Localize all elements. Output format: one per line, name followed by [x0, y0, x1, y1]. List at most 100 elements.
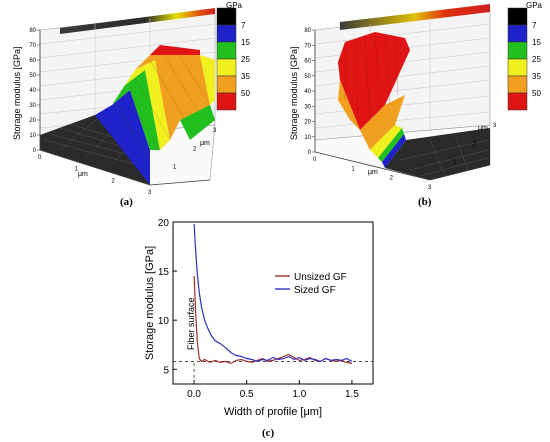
panel-b-colorbar-swatch: [507, 75, 528, 94]
panel-b-x-tick-label: 1: [351, 166, 355, 172]
panel-b-surface-red: [338, 32, 410, 130]
panel-c-x-tick-label: 1.0: [292, 389, 306, 400]
panel-a-colorbar-label: 7: [241, 21, 246, 30]
panel-b-colorbar-swatch: [507, 7, 528, 26]
panel-b-z-tick-label: 80: [304, 28, 311, 34]
panel-a-x-axis: [39, 149, 151, 186]
panel-a-colorbar-title: GPa: [226, 1, 243, 10]
panel-a-top-projection: [60, 8, 215, 34]
panel-c-y-tick-label: 15: [158, 267, 170, 278]
panel-b-x-axis: [314, 151, 431, 181]
panel-c-ticks: 0.0 0.5 1.0 1.5 5 10 15 20: [158, 218, 359, 400]
panel-a-z-tick-label: 50: [29, 73, 36, 79]
panel-b-surface-low: [385, 128, 490, 180]
panel-a-colorbar-label: 25: [241, 55, 250, 64]
panel-b-z-tick-label: 60: [304, 59, 311, 65]
panel-b-z-tick-label: 20: [304, 120, 311, 126]
panel-a-colorbar-swatch: [216, 24, 237, 43]
panel-c-series: [193, 223, 353, 365]
panel-b: 0 10 20 30 40 50 60 70 80 0 1 2 3 1 2 3 Storage modul…: [289, 1, 543, 208]
panel-c-chart: 0.0 0.5 1.0 1.5 5 10 15 20 Storage modulus [GPa…: [144, 218, 374, 439]
panel-a-surface-blue: [95, 90, 150, 185]
panel-b-x-tick-label: 2: [390, 176, 394, 182]
panel-c-y-tick-label: 5: [163, 365, 169, 376]
panel-b-top-projection: [340, 4, 490, 30]
panel-b-colorbar-swatch: [507, 92, 528, 111]
panel-b-surface-blue: [382, 134, 406, 168]
panel-a-colorbar-swatch: [216, 75, 237, 94]
panel-b-z-tick-label: 0: [308, 150, 312, 156]
panel-a-z-tick-label: 80: [29, 28, 36, 34]
panel-a-mesh-high: [114, 55, 211, 161]
panel-a-z-tick-label: 70: [29, 43, 36, 49]
panel-a-y-tick-label: 2: [193, 146, 197, 152]
panel-b-surface-orange-left: [338, 80, 360, 130]
panel-a-z-tick-label: 60: [29, 58, 36, 64]
panel-a-colorbar: 7 15 25 35 50: [216, 7, 250, 111]
panel-b-z-tick-label: 40: [304, 89, 311, 95]
panel-c-x-tick-label: 0.5: [240, 389, 254, 400]
panel-b-colorbar-label: 25: [532, 55, 541, 64]
panel-a-colorbar-label: 15: [241, 38, 250, 47]
panel-c-label: (c): [262, 427, 275, 439]
panel-b-colorbar-label: 15: [532, 38, 541, 47]
panel-a-surface-edge: [200, 55, 215, 105]
panel-b-z-tick-label: 50: [304, 74, 311, 80]
panel-a-z-ticks: 0 10 20 30 40 50 60 70 80: [29, 28, 40, 154]
panel-b-colorbar: 7 15 25 35 50: [507, 7, 541, 111]
panel-c-y-label: Storage modulus [GPa]: [144, 246, 156, 360]
panel-b-colorbar-swatch: [507, 41, 528, 60]
panel-b-mesh-high: [344, 33, 399, 121]
panel-c-x-tick-label: 0.0: [187, 389, 201, 400]
panel-c-legend: Unsized GF Sized GF: [275, 272, 347, 296]
panel-b-y-ticks: 1 2 3: [453, 123, 497, 166]
panel-c-reference-lines: [173, 361, 373, 384]
panel-b-label: (b): [418, 196, 432, 208]
panel-b-colorbar-label: 7: [532, 21, 537, 30]
panel-a-x-tick-label: 3: [148, 190, 152, 196]
panel-a-x-ticks: 0 1 2 3: [38, 155, 152, 196]
panel-b-z-label: Storage modulus [GPa]: [289, 46, 299, 140]
panel-a-y-tick-label: 3: [213, 128, 217, 134]
panel-c-annotation: Fiber surface: [186, 297, 196, 350]
panel-b-y-label: μm: [478, 125, 488, 132]
panel-b-surface-yellow: [370, 125, 402, 158]
panel-c-legend-label: Sized GF: [294, 285, 336, 296]
panel-c-legend-label: Unsized GF: [294, 272, 347, 283]
panel-a-surface-red: [150, 45, 200, 55]
panel-c-x-tick-label: 1.5: [345, 389, 359, 400]
panel-a: 0 10 20 30 40 50 60 70 80 0 1 2 3 1 2 3 Storage modul…: [12, 1, 250, 208]
panel-a-z-tick-label: 0: [33, 148, 37, 154]
panel-a-y-ticks: 1 2 3: [173, 128, 217, 171]
panel-b-z-tick-label: 10: [304, 135, 311, 141]
panel-a-colorbar-swatch: [216, 41, 237, 60]
panel-b-y-axis: [429, 164, 491, 181]
panel-b-colorbar-label: 35: [532, 72, 541, 81]
panel-b-y-tick-label: 1: [453, 160, 457, 166]
panel-a-surface-edge-green: [180, 105, 215, 140]
panel-a-x-tick-label: 0: [38, 155, 42, 161]
panel-c-series-line-sized-gf: [193, 223, 353, 363]
panel-b-colorbar-swatch: [507, 58, 528, 77]
panel-c-y-tick-label: 20: [158, 218, 170, 229]
panel-b-colorbar-swatch: [507, 24, 528, 43]
panel-b-x-tick-label: 0: [313, 157, 317, 163]
panel-a-surface-yellow: [125, 60, 170, 150]
panel-a-colorbar-swatch: [216, 92, 237, 111]
panel-b-mesh-low: [399, 134, 489, 177]
panel-b-surface-green: [378, 128, 404, 162]
panel-a-colorbar-swatch: [216, 58, 237, 77]
panel-c-y-tick-label: 10: [158, 316, 170, 327]
panel-a-colorbar-swatch: [216, 7, 237, 26]
panel-a-label: (a): [120, 196, 133, 208]
panel-b-surface-orange: [360, 95, 405, 150]
panel-a-z-tick-label: 20: [29, 118, 36, 124]
panel-a-y-axis: [149, 179, 211, 186]
panel-b-colorbar-title: GPa: [526, 1, 543, 10]
panel-a-surface-orange: [135, 55, 210, 140]
panel-b-x-label: μm: [368, 169, 378, 176]
panel-a-colorbar-label: 35: [241, 72, 250, 81]
panel-a-z-label: Storage modulus [GPa]: [12, 46, 22, 140]
panel-a-colorbar-label: 50: [241, 89, 250, 98]
